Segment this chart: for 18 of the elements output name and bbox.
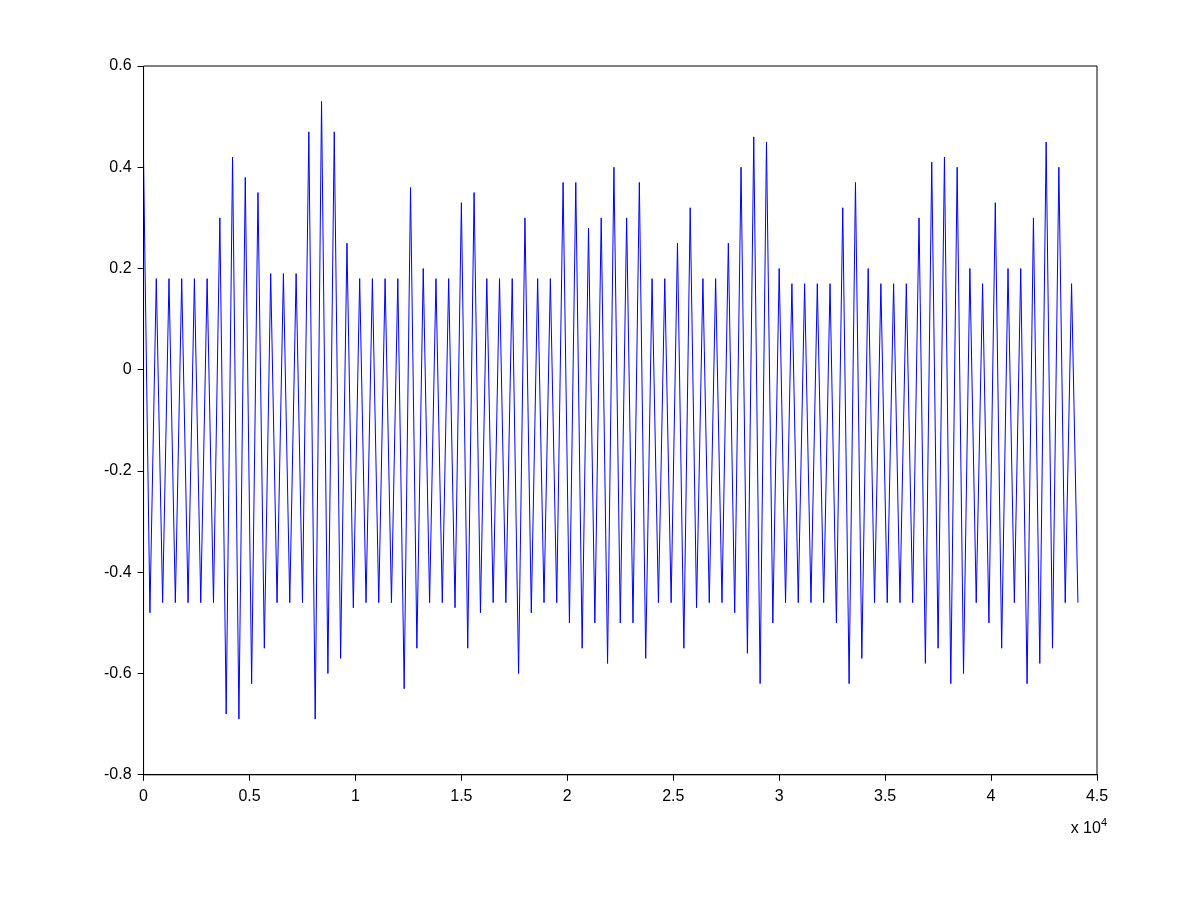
y-tick-label: 0.2 bbox=[109, 258, 132, 276]
y-tick-label: -0.2 bbox=[103, 461, 132, 479]
y-tick-label: 0 bbox=[122, 360, 132, 378]
y-tick-label: -0.4 bbox=[103, 562, 132, 580]
y-tick-label: -0.6 bbox=[103, 663, 132, 681]
x-tick-label: 3 bbox=[774, 786, 784, 804]
x-tick-label: 3.5 bbox=[874, 786, 897, 804]
x-tick-label: 4 bbox=[986, 786, 996, 804]
x-tick-label: 2.5 bbox=[662, 786, 685, 804]
y-tick-label: 0.6 bbox=[109, 56, 132, 74]
y-tick-label: 0.4 bbox=[109, 157, 132, 175]
x-tick-label: 2 bbox=[562, 786, 572, 804]
x-tick-label: 0 bbox=[139, 786, 149, 804]
x-tick-label: 4.5 bbox=[1085, 786, 1109, 804]
x-tick-label: 1 bbox=[350, 786, 360, 804]
x-tick-label: 0.5 bbox=[238, 786, 261, 804]
y-tick-label: -0.8 bbox=[103, 765, 132, 783]
x-tick-label: 1.5 bbox=[450, 786, 473, 804]
